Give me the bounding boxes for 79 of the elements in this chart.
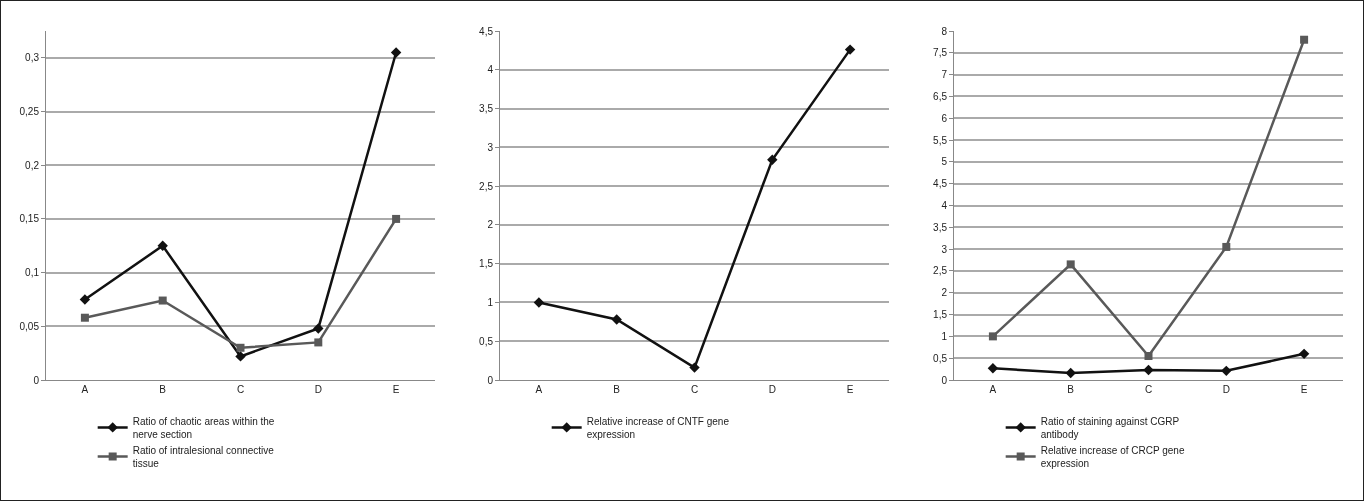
y-tick-label: 0 [33, 374, 40, 386]
y-tick-label: 0,05 [19, 320, 40, 332]
y-tick-label: 4 [487, 64, 494, 76]
y-tick-label: 6 [941, 112, 948, 124]
point [767, 154, 778, 165]
y-tick-label: 5,5 [933, 134, 948, 146]
legend-label: Relative increase of CRCP gene expression [1040, 444, 1185, 469]
y-tick-label: 1,5 [933, 309, 948, 321]
y-tick-label: 3 [487, 141, 494, 153]
x-tick-label: E [1300, 384, 1308, 395]
y-tick-label: 0 [941, 374, 948, 386]
legend-label: Ratio of intralesional connective tissue [132, 444, 275, 469]
point [79, 294, 91, 305]
y-tick-label: 2 [941, 287, 948, 299]
y-tick-label: 6,5 [933, 90, 948, 102]
x-tick-label: E [392, 384, 400, 395]
point [157, 240, 168, 251]
y-tick-label: 0,15 [19, 213, 40, 225]
y-tick-label: 1 [941, 330, 948, 342]
y-tick-label: 7 [941, 69, 948, 81]
y-tick-label: 3,5 [933, 221, 948, 233]
y-tick-label: 3,5 [479, 103, 494, 115]
x-tick-label: D [1222, 384, 1230, 395]
x-tick-label: C [690, 384, 699, 395]
y-tick-label: 2,5 [479, 180, 494, 192]
y-tick-label: 0,5 [933, 352, 948, 364]
legend-label: Ratio of staining against CGRP antibody [1040, 415, 1180, 440]
point [689, 362, 700, 373]
point [1143, 364, 1154, 376]
y-tick-label: 0 [487, 374, 494, 386]
y-tick-label: 3 [941, 243, 948, 255]
y-tick-label: 0,25 [19, 106, 40, 118]
point [236, 343, 245, 352]
x-tick-label: B [159, 384, 167, 395]
x-tick-label: E [846, 384, 854, 395]
point [1065, 367, 1076, 379]
y-tick-label: 4,5 [479, 25, 494, 37]
y-tick-label: 0,1 [25, 267, 40, 279]
legend-label: Relative increase of CNTF gene expression [586, 415, 730, 440]
point [80, 313, 89, 322]
point [1300, 35, 1309, 44]
point [1222, 242, 1231, 251]
point [313, 323, 324, 334]
x-tick-label: C [1144, 384, 1153, 395]
x-tick-label: B [613, 384, 621, 395]
y-tick-label: 4,5 [933, 178, 948, 190]
x-tick-label: D [768, 384, 776, 395]
point [611, 314, 622, 325]
x-tick-label: A [535, 384, 543, 395]
y-tick-label: 2,5 [933, 265, 948, 277]
point [1221, 365, 1232, 377]
x-tick-label: A [81, 384, 89, 395]
point [844, 44, 856, 55]
y-tick-label: 2 [487, 219, 494, 231]
point [987, 363, 999, 374]
legend-label: Ratio of chaotic areas within the nerve section [132, 415, 275, 440]
point [1298, 348, 1310, 360]
y-tick-label: 8 [941, 25, 948, 37]
point [1066, 260, 1075, 269]
point [235, 351, 246, 362]
y-tick-label: 5 [941, 156, 948, 168]
point [988, 332, 997, 341]
x-tick-label: D [314, 384, 322, 395]
point [533, 297, 545, 308]
point [1144, 352, 1153, 361]
y-tick-label: 4 [941, 200, 948, 211]
point [158, 296, 167, 305]
y-tick-label: 0,2 [25, 159, 40, 171]
y-tick-label: 1,5 [479, 258, 494, 270]
y-tick-label: 0,3 [25, 52, 40, 64]
x-tick-label: C [236, 384, 245, 395]
y-tick-label: 7,5 [933, 47, 948, 59]
x-tick-label: B [1067, 384, 1075, 395]
point [390, 47, 402, 58]
point [392, 214, 401, 223]
y-tick-label: 0,5 [479, 335, 494, 347]
y-tick-label: 1 [487, 296, 494, 308]
x-tick-label: A [989, 384, 997, 395]
point [314, 338, 323, 347]
